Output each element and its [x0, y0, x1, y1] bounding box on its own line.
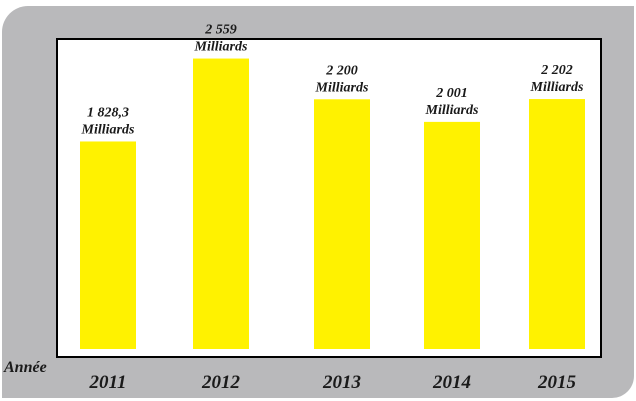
x-tick-label-2013: 2013	[322, 372, 361, 393]
bar-value-label-2015-line1: 2 202	[540, 63, 573, 78]
bar-2014	[424, 121, 480, 349]
bar-value-label-2013-line1: 2 200	[325, 63, 358, 78]
x-tick-labels-layer: 2011 2012 2013 2014 2015	[89, 372, 577, 393]
x-tick-label-2012: 2012	[201, 372, 241, 393]
x-tick-label-2011: 2011	[89, 372, 127, 393]
bar-value-label-2014-line1: 2 001	[435, 86, 468, 101]
bar-value-label-2015-line2: Milliards	[530, 80, 584, 95]
bar-value-label-2012-line2: Milliards	[194, 40, 248, 55]
bar-2015	[529, 99, 585, 349]
bar-2013	[314, 99, 370, 350]
bars-layer	[80, 58, 585, 350]
bar-value-label-2011-line2: Milliards	[81, 122, 135, 137]
bar-value-label-2012-line1: 2 559	[204, 23, 237, 38]
bar-2011	[80, 141, 136, 349]
bar-value-label-2011-line1: 1 828,3	[87, 105, 129, 120]
x-axis-title: Année	[3, 359, 47, 376]
x-tick-label-2015: 2015	[537, 372, 577, 393]
bar-value-label-2013-line2: Milliards	[315, 80, 369, 95]
bar-value-label-2014-line2: Milliards	[425, 103, 479, 118]
x-tick-label-2014: 2014	[432, 372, 471, 393]
data-labels-layer: 1 828,3 Milliards 2 559 Milliards 2 200 Milli…	[81, 23, 584, 138]
bar-2012	[193, 58, 249, 349]
